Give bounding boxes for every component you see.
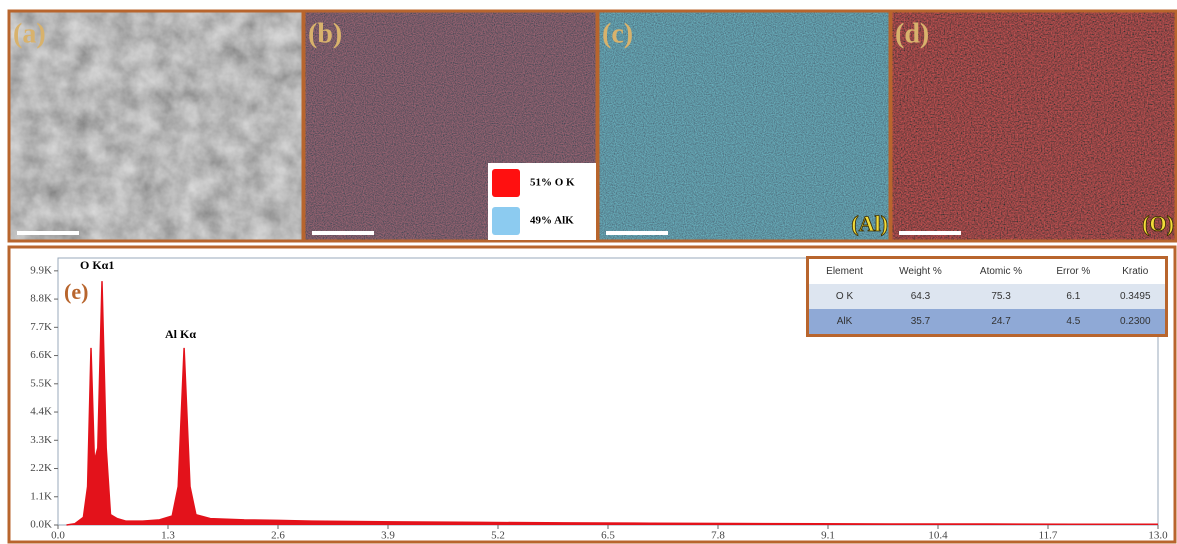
y-tick-label: 2.2K bbox=[30, 462, 52, 474]
peak-label: Al Kα bbox=[165, 327, 196, 341]
table-cell: 0.3495 bbox=[1106, 284, 1167, 309]
table-cell: Atomic % bbox=[961, 258, 1041, 285]
micrograph bbox=[598, 11, 890, 241]
element-label: (Al) bbox=[851, 211, 888, 236]
table-cell: 75.3 bbox=[961, 284, 1041, 309]
x-tick-label: 6.5 bbox=[601, 530, 615, 542]
table-cell: Error % bbox=[1041, 258, 1105, 285]
panel-label: (d) bbox=[895, 18, 929, 49]
y-tick-label: 8.8K bbox=[30, 293, 52, 305]
table-cell: 35.7 bbox=[880, 309, 961, 336]
x-tick-label: 9.1 bbox=[821, 530, 835, 542]
table-cell: Weight % bbox=[880, 258, 961, 285]
legend-label: 49% AlK bbox=[530, 215, 574, 227]
x-tick-label: 11.7 bbox=[1039, 530, 1058, 542]
y-tick-label: 6.6K bbox=[30, 349, 52, 361]
legend-swatch bbox=[492, 207, 520, 235]
y-tick-label: 3.3K bbox=[30, 434, 52, 446]
micrograph bbox=[9, 11, 303, 241]
table-cell: 0.2300 bbox=[1106, 309, 1167, 336]
x-tick-label: 3.9 bbox=[381, 530, 395, 542]
panel-label: (e) bbox=[64, 279, 88, 304]
legend-swatch bbox=[492, 169, 520, 197]
x-tick-label: 2.6 bbox=[271, 530, 285, 542]
x-tick-label: 10.4 bbox=[928, 530, 948, 542]
table-cell: 64.3 bbox=[880, 284, 961, 309]
y-tick-label: 4.4K bbox=[30, 406, 52, 418]
y-tick-label: 1.1K bbox=[30, 490, 52, 502]
y-tick-label: 0.0K bbox=[30, 519, 52, 531]
element-label: (O) bbox=[1142, 211, 1174, 236]
panel-label: (c) bbox=[602, 18, 633, 49]
x-tick-label: 0.0 bbox=[51, 530, 65, 542]
x-tick-label: 13.0 bbox=[1148, 530, 1168, 542]
y-tick-label: 9.9K bbox=[30, 264, 52, 276]
figure: (a) (b) 51% O K 49% AlK (c) (Al) (d) (O) 0.0K 1.1… bbox=[0, 0, 1177, 544]
table-cell: 24.7 bbox=[961, 309, 1041, 336]
legend-label: 51% O K bbox=[530, 177, 575, 189]
y-tick-label: 7.7K bbox=[30, 321, 52, 333]
y-tick-label: 5.5K bbox=[30, 377, 52, 389]
micrograph bbox=[891, 11, 1176, 241]
x-tick-label: 7.8 bbox=[711, 530, 725, 542]
table-cell: Element bbox=[808, 258, 881, 285]
table-cell: 4.5 bbox=[1041, 309, 1105, 336]
table-cell: AlK bbox=[808, 309, 881, 336]
panel-label: (b) bbox=[308, 18, 342, 49]
peak-label: O Kα1 bbox=[80, 258, 114, 272]
x-tick-label: 5.2 bbox=[491, 530, 505, 542]
table-cell: O K bbox=[808, 284, 881, 309]
panel-label: (a) bbox=[13, 18, 46, 49]
table-cell: 6.1 bbox=[1041, 284, 1105, 309]
table-cell: Kratio bbox=[1106, 258, 1167, 285]
x-tick-label: 1.3 bbox=[161, 530, 175, 542]
